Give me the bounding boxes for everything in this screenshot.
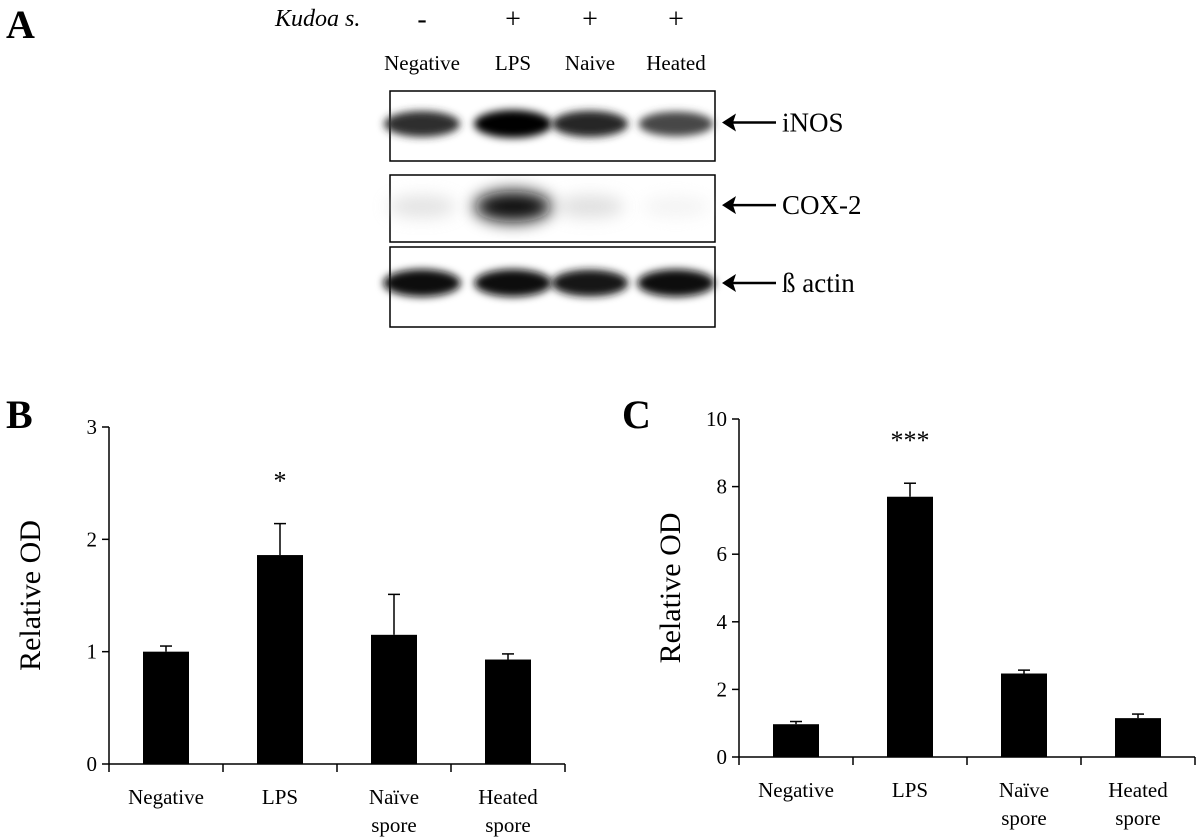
arrow-icon xyxy=(722,196,736,215)
bar xyxy=(371,634,417,764)
blot-band xyxy=(551,110,629,137)
panel-b: B 0 1 2 3 Relative OD Negative * LPS Naïve spore H… xyxy=(6,392,566,837)
significance-label: * xyxy=(274,467,287,496)
y-tick-label: 4 xyxy=(717,610,728,634)
x-tick-label: LPS xyxy=(892,778,928,802)
blot-band xyxy=(637,269,715,297)
blot-band xyxy=(474,109,552,138)
blot-band xyxy=(384,110,460,137)
blot-band xyxy=(387,195,457,218)
bar xyxy=(773,724,819,757)
x-tick-label: spore xyxy=(1115,806,1161,830)
bar xyxy=(143,651,189,764)
panel-a-label: A xyxy=(6,2,35,47)
x-tick-label: Heated xyxy=(478,785,538,809)
x-tick-label: spore xyxy=(485,813,531,837)
lane-name: LPS xyxy=(495,51,531,75)
blot-1: COX-2 xyxy=(387,174,862,243)
x-tick-label: Negative xyxy=(128,785,204,809)
bar xyxy=(1001,673,1047,757)
lane-sign: + xyxy=(582,4,598,35)
panel-b-label: B xyxy=(6,392,33,437)
x-tick-label: Heated xyxy=(1108,778,1168,802)
lane-name: Heated xyxy=(646,51,706,75)
panel-c-label: C xyxy=(622,392,651,437)
bar xyxy=(257,555,303,764)
lane-name: Naive xyxy=(565,51,615,75)
y-tick-label: 2 xyxy=(87,527,98,551)
y-tick-label: 1 xyxy=(87,640,98,664)
x-tick-label: LPS xyxy=(262,785,298,809)
blot-target-label: iNOS xyxy=(782,108,844,138)
panel-a: A Kudoa s. - Negative + LPS + Naive + Heated iN… xyxy=(6,2,862,328)
blot-band xyxy=(555,195,625,218)
treatment-label: Kudoa s. xyxy=(274,6,360,32)
y-tick-label: 8 xyxy=(717,475,728,499)
blot-target-label: ß actin xyxy=(782,268,855,298)
y-tick-label: 10 xyxy=(706,407,727,431)
y-tick-label: 6 xyxy=(717,542,728,566)
y-tick-label: 3 xyxy=(87,415,98,439)
blot-band xyxy=(474,190,552,223)
x-tick-label: Negative xyxy=(758,778,834,802)
bar xyxy=(887,496,933,757)
chart-c: 0 2 4 6 8 10 Relative OD Negative *** LPS Naïve spo… xyxy=(654,407,1196,830)
y-tick-label: 0 xyxy=(717,745,728,769)
blot-band xyxy=(383,269,461,297)
y-tick-label: 0 xyxy=(87,752,98,776)
lane-name: Negative xyxy=(384,51,460,75)
bar xyxy=(1115,718,1161,757)
y-axis-title: Relative OD xyxy=(654,513,687,664)
blot-target-label: COX-2 xyxy=(782,190,862,220)
blots: iNOS COX-2 ß actin xyxy=(383,90,862,328)
blot-0: iNOS xyxy=(384,90,844,162)
x-tick-label: spore xyxy=(1001,806,1047,830)
blot-band xyxy=(551,269,629,297)
chart-b: 0 1 2 3 Relative OD Negative * LPS Naïve spore Hea… xyxy=(14,415,566,837)
blot-band xyxy=(474,269,552,297)
panel-c: C 0 2 4 6 8 10 Relative OD Negative *** LPS Naïve s… xyxy=(622,392,1196,830)
arrow-icon xyxy=(722,274,736,292)
arrow-icon xyxy=(722,113,736,132)
lane-sign: + xyxy=(668,4,684,35)
significance-label: *** xyxy=(891,426,930,455)
blot-2: ß actin xyxy=(383,246,855,328)
blot-band xyxy=(642,195,710,218)
bar xyxy=(485,659,531,764)
lane-headers: - Negative + LPS + Naive + Heated xyxy=(384,4,706,75)
lane-sign: - xyxy=(417,4,426,35)
x-tick-label: spore xyxy=(371,813,417,837)
y-axis-title: Relative OD xyxy=(14,520,47,671)
x-tick-label: Naïve xyxy=(369,785,419,809)
y-tick-label: 2 xyxy=(717,677,728,701)
lane-sign: + xyxy=(505,4,521,35)
x-tick-label: Naïve xyxy=(999,778,1049,802)
blot-band xyxy=(638,111,714,137)
